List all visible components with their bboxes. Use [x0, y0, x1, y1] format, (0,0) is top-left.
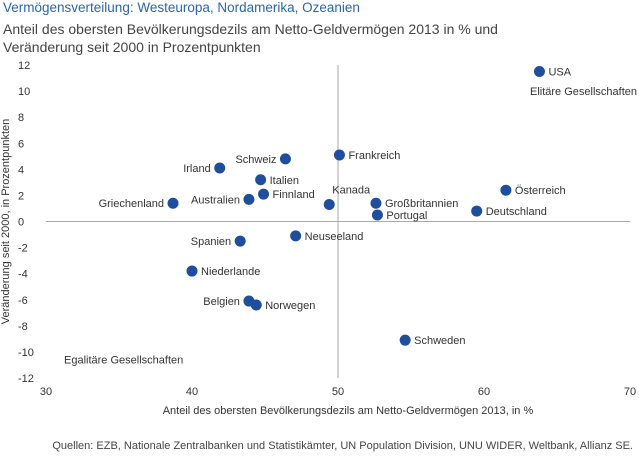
data-point [186, 265, 198, 277]
data-point [333, 149, 345, 161]
point-label: Belgien [203, 296, 240, 308]
point-label: Frankreich [348, 150, 400, 162]
data-point [471, 205, 483, 217]
y-tick-label: -2 [18, 243, 28, 255]
point-label: Australien [191, 194, 240, 206]
y-tick-label: 4 [18, 164, 24, 176]
y-tick-label: 0 [18, 217, 24, 229]
data-point [371, 209, 383, 221]
point-label: USA [548, 67, 571, 79]
data-point [250, 299, 262, 311]
y-tick-label: -4 [18, 269, 28, 281]
x-tick-label: 50 [332, 386, 344, 398]
y-tick-label: -8 [18, 321, 28, 333]
data-point [243, 193, 255, 205]
data-point [500, 184, 512, 196]
chart-subtitle: Anteil des obersten Bevölkerungsdezils a… [3, 20, 603, 56]
subtitle-line-1: Anteil des obersten Bevölkerungsdezils a… [3, 21, 498, 37]
data-point [234, 235, 246, 247]
y-tick-label: 8 [18, 112, 24, 124]
point-label: Niederlande [201, 266, 260, 278]
axes [46, 65, 630, 378]
point-label: Schweden [414, 335, 465, 347]
data-point [370, 197, 382, 209]
annotation: Egalitäre Gesellschaften [64, 355, 183, 367]
point-label: Neuseeland [305, 231, 364, 243]
point-label: Deutschland [486, 206, 547, 218]
point-label: Schweiz [235, 154, 276, 166]
tick-labels: 30 40 50 60 70 12 10 8 6 4 2 0 -2 -4 -6 -8 -10 -12 [18, 60, 636, 398]
point-label: Griechenland [99, 198, 164, 210]
point-label: Irland [183, 163, 211, 175]
point-label: Kanada [332, 185, 371, 197]
data-points: USA Frankreich Schweiz Irland Italien Finnlan… [99, 66, 572, 347]
x-axis-label: Anteil des obersten Bevölkerungsdezils a… [163, 405, 534, 417]
y-tick-label: -12 [18, 373, 34, 385]
x-tick-label: 30 [40, 386, 52, 398]
point-label: Spanien [191, 236, 231, 248]
y-tick-label: 12 [18, 60, 30, 72]
data-point [399, 334, 411, 346]
point-label: Finnland [273, 189, 315, 201]
subtitle-line-2: Veränderung seit 2000 in Prozentpunkten [3, 39, 261, 55]
point-label: Österreich [515, 185, 566, 197]
point-label: Italien [270, 175, 299, 187]
point-label: Großbritannien [385, 198, 458, 210]
annotation: Elitäre Gesellschaften [530, 86, 637, 98]
x-tick-label: 60 [478, 386, 490, 398]
x-tick-label: 70 [624, 386, 636, 398]
y-tick-label: 10 [18, 86, 30, 98]
data-point [167, 197, 179, 209]
y-tick-label: -6 [18, 295, 28, 307]
source-note: Quellen: EZB, Nationale Zentralbanken un… [52, 440, 633, 452]
point-label: Norwegen [265, 300, 315, 312]
y-tick-label: 2 [18, 190, 24, 202]
x-tick-label: 40 [186, 386, 198, 398]
data-point [255, 174, 267, 186]
chart-title: Vermögensverteilung: Westeuropa, Nordame… [3, 0, 360, 15]
data-point [323, 199, 335, 211]
data-point [533, 66, 545, 78]
y-tick-label: 6 [18, 138, 24, 150]
annotations: Elitäre Gesellschaften Egalitäre Gesellsc… [64, 86, 637, 367]
y-tick-label: -10 [18, 347, 34, 359]
data-point [290, 230, 302, 242]
y-axis-label: Veränderung seit 2000, in Prozentpunkten [0, 119, 12, 324]
data-point [279, 153, 291, 165]
data-point [258, 188, 270, 200]
data-point [214, 162, 226, 174]
point-label: Portugal [386, 210, 427, 222]
